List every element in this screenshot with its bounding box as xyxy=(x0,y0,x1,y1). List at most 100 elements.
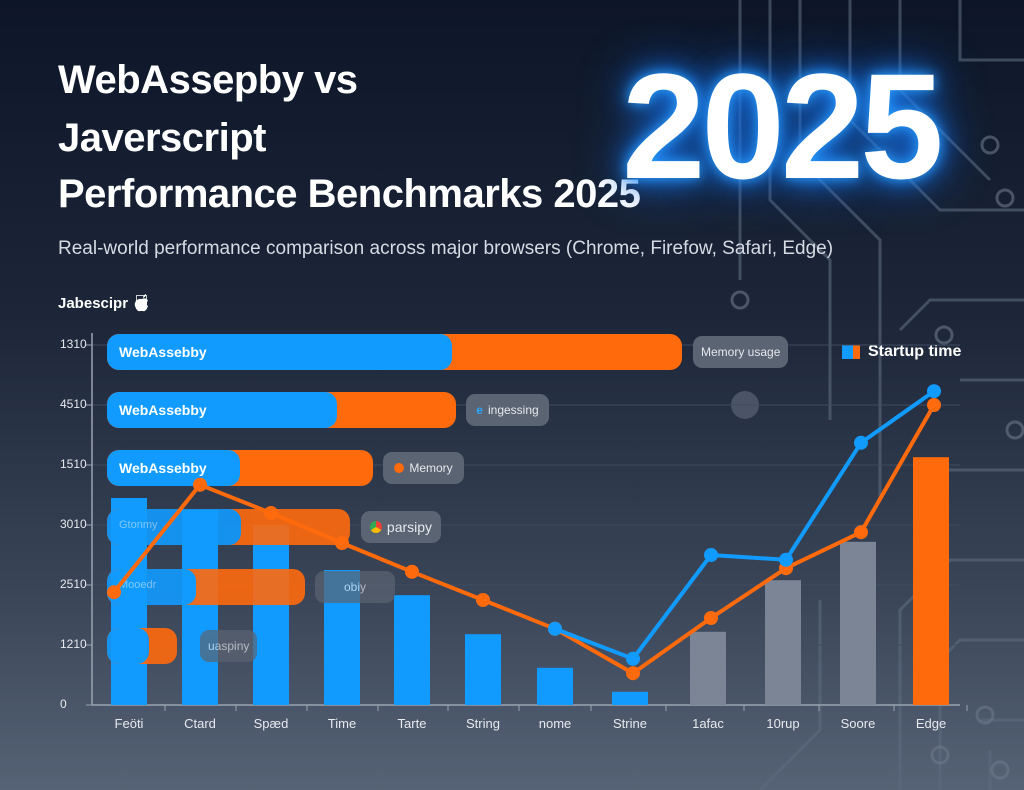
x-tick-label: Soore xyxy=(840,716,876,731)
hbar-pill-label: obiy xyxy=(343,580,366,594)
circuit-node-icon xyxy=(975,705,995,725)
x-tick-label: String xyxy=(466,716,500,731)
hbar-pill-label: parsipy xyxy=(386,519,433,535)
x-tick-label: Tarte xyxy=(397,716,427,731)
circuit-node-icon xyxy=(1005,420,1024,440)
x-tick-label: 10rup xyxy=(766,716,800,731)
bar-4 xyxy=(394,595,430,705)
hbar-pill-label: Memory usage xyxy=(701,345,781,359)
edge-icon: e xyxy=(476,403,483,417)
series-0-point xyxy=(854,525,868,540)
bar-11 xyxy=(913,457,949,705)
circuit-trace xyxy=(768,0,832,420)
legend-label: Startup time xyxy=(868,343,962,360)
series-0-point xyxy=(107,585,121,600)
circuit-node-icon xyxy=(990,760,1010,780)
x-tick-label: 1afac xyxy=(692,716,724,731)
hbar-5 xyxy=(107,628,177,664)
bar-2 xyxy=(253,525,289,705)
bar-10 xyxy=(840,541,876,705)
circuit-node-icon xyxy=(980,135,1000,155)
x-tick-label: Edge xyxy=(915,716,947,731)
series-0-point xyxy=(405,564,419,579)
bar-5 xyxy=(465,634,501,705)
series-line-0 xyxy=(112,404,936,676)
circuit-trace xyxy=(798,0,882,500)
title-line-1: WebAssepby vs xyxy=(58,58,358,102)
year-badge: 2025 xyxy=(622,42,944,210)
series-line-1 xyxy=(554,389,936,661)
hbar-label: WebAssebby xyxy=(119,402,207,418)
bar-7 xyxy=(612,691,648,705)
bar-9 xyxy=(765,580,801,705)
series-0-point xyxy=(264,506,278,520)
hbar-wasm-segment xyxy=(107,334,452,370)
library-label: Jabescipr xyxy=(58,292,151,315)
y-tick-label: 1310 xyxy=(60,337,87,351)
hbar-2: WebAssebby xyxy=(107,450,373,486)
series-1-point xyxy=(854,435,868,450)
circuit-trace xyxy=(938,638,1024,790)
x-tick-label: Feöti xyxy=(114,716,144,731)
circuit-trace xyxy=(958,0,1024,62)
hbar-pill: uaspiny xyxy=(200,630,258,662)
series-1-point xyxy=(626,651,640,666)
y-tick-label: 1510 xyxy=(60,457,87,471)
x-tick-label: Ctard xyxy=(184,716,216,731)
hbar-3: Gtonmy xyxy=(107,509,350,545)
hbar-wasm-segment xyxy=(107,569,197,605)
x-tick-label: Strine xyxy=(613,716,647,731)
y-tick-label: 3010 xyxy=(60,517,87,531)
hbar-pill-label: uaspiny xyxy=(208,639,250,653)
series-0-point xyxy=(193,477,207,492)
hbar-label: Mooedr xyxy=(119,579,157,591)
y-tick-label: 4510 xyxy=(60,397,87,411)
hbar-0: WebAssebby xyxy=(107,334,682,370)
circuit-trace xyxy=(898,298,1024,332)
bar-6 xyxy=(537,667,573,705)
x-tick-label: Time xyxy=(327,716,357,731)
legend: Startup time xyxy=(842,343,961,361)
hbar-pill: e ingessing xyxy=(466,394,549,426)
hbar-4: Mooedr xyxy=(107,569,305,605)
circuit-node-icon xyxy=(730,290,750,310)
series-0-point xyxy=(335,536,349,550)
title-line-3: Performance Benchmarks 2025 xyxy=(58,172,641,216)
y-tick-label: 2510 xyxy=(60,577,87,591)
x-tick-label: Spæd xyxy=(253,716,289,731)
series-1-point xyxy=(704,548,718,562)
series-1-point xyxy=(927,384,941,399)
subtitle: Real-world performance comparison across… xyxy=(58,238,834,259)
circuit-trace xyxy=(898,0,992,182)
circuit-node-icon xyxy=(995,188,1015,208)
series-0-point xyxy=(927,398,941,412)
hbar-1: WebAssebby xyxy=(107,392,456,428)
bar-8 xyxy=(690,631,726,705)
circuit-node-icon xyxy=(934,325,954,345)
library-label-text: Jabescipr xyxy=(58,295,129,312)
hbar-pill-label: Memory xyxy=(409,461,453,475)
circuit-trace xyxy=(758,600,822,790)
chrome-icon xyxy=(369,521,382,533)
hbar-label: WebAssebby xyxy=(119,344,207,360)
title-line-2: Javerscript xyxy=(58,116,266,160)
y-tick-label: 0 xyxy=(60,697,67,711)
x-tick-label: nome xyxy=(538,716,572,731)
legend-swatch xyxy=(842,345,860,359)
hbar-pill-label: ingessing xyxy=(487,403,539,417)
hbar-label: WebAssebby xyxy=(119,460,207,476)
hbar-wasm-segment xyxy=(107,450,240,486)
apple-icon-shape xyxy=(134,293,149,311)
circuit-node-icon xyxy=(930,745,950,765)
circuit-trace xyxy=(848,0,1024,212)
hbar-pill: parsipy xyxy=(361,511,441,543)
hbar-label: Gtonmy xyxy=(119,519,158,531)
series-1-point xyxy=(779,552,793,567)
hbar-pill: Memory xyxy=(383,452,464,484)
hbar-pill: Memory usage xyxy=(693,336,789,368)
orange-dot xyxy=(394,463,405,473)
series-1-point xyxy=(548,621,562,636)
series-0-point xyxy=(476,593,490,607)
